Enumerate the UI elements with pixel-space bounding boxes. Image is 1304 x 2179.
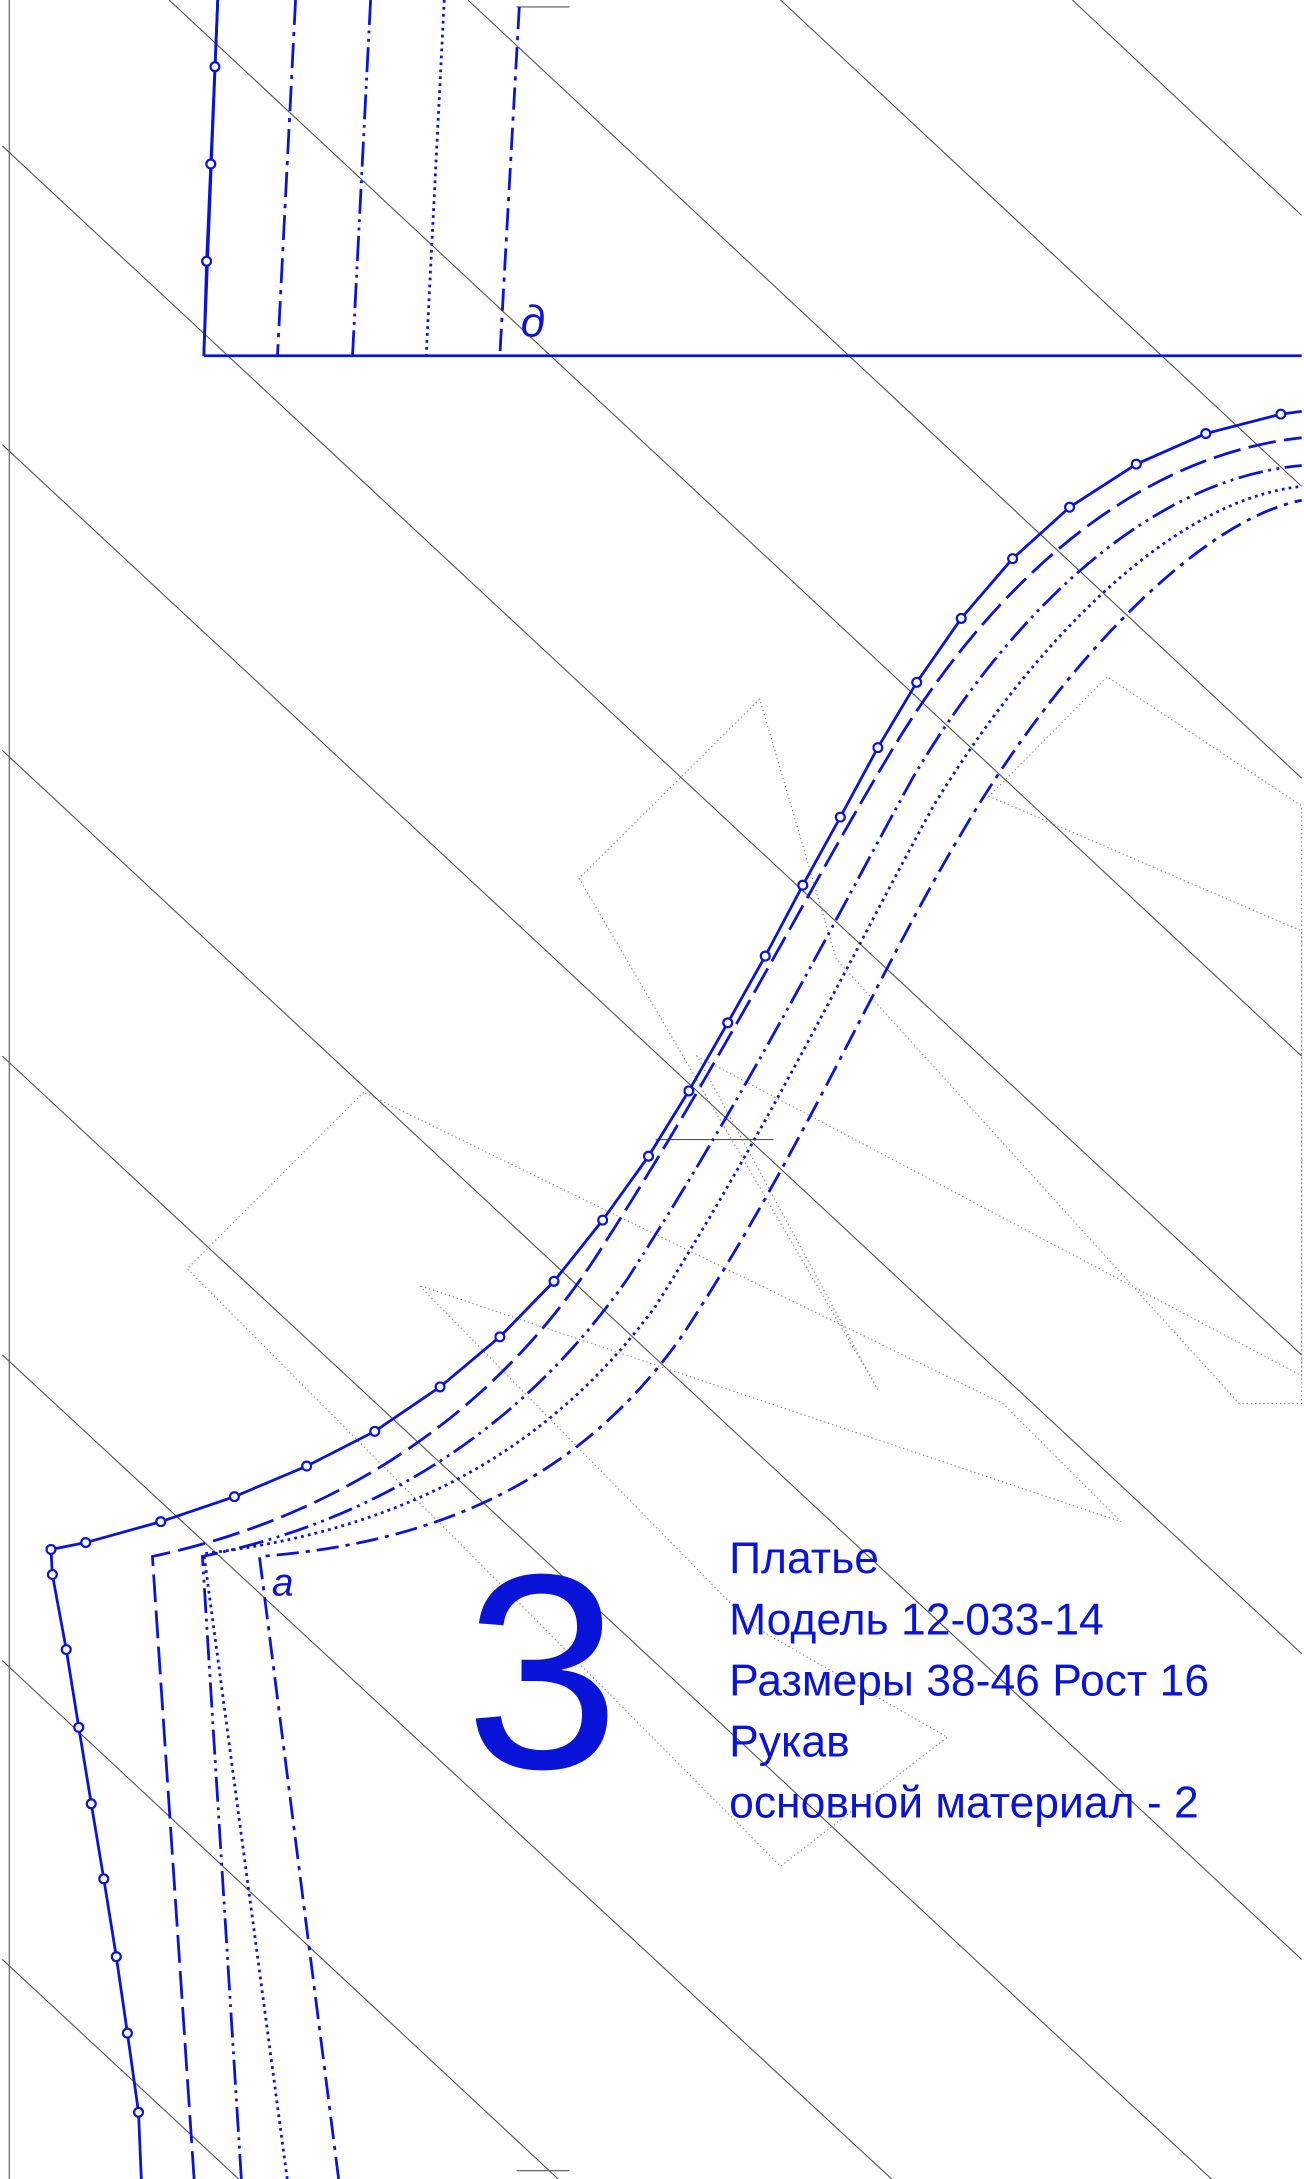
sleeve-curve xyxy=(45,408,1302,2179)
point-label: д xyxy=(521,297,546,346)
info-line: основной материал - 2 xyxy=(729,1779,1199,1828)
point-label: а xyxy=(272,1561,294,1604)
info-line: Рукав xyxy=(729,1718,850,1767)
piece-info: Платье Модель 12-033-14 Размеры 38-46 Ро… xyxy=(729,1534,1209,1828)
info-line: Модель 12-033-14 xyxy=(729,1595,1104,1644)
info-line: Размеры 38-46 Рост 16 xyxy=(729,1656,1209,1705)
piece-number: 3 xyxy=(465,1516,620,1827)
sleeve-top xyxy=(201,0,1302,358)
info-line: Платье xyxy=(729,1534,879,1583)
